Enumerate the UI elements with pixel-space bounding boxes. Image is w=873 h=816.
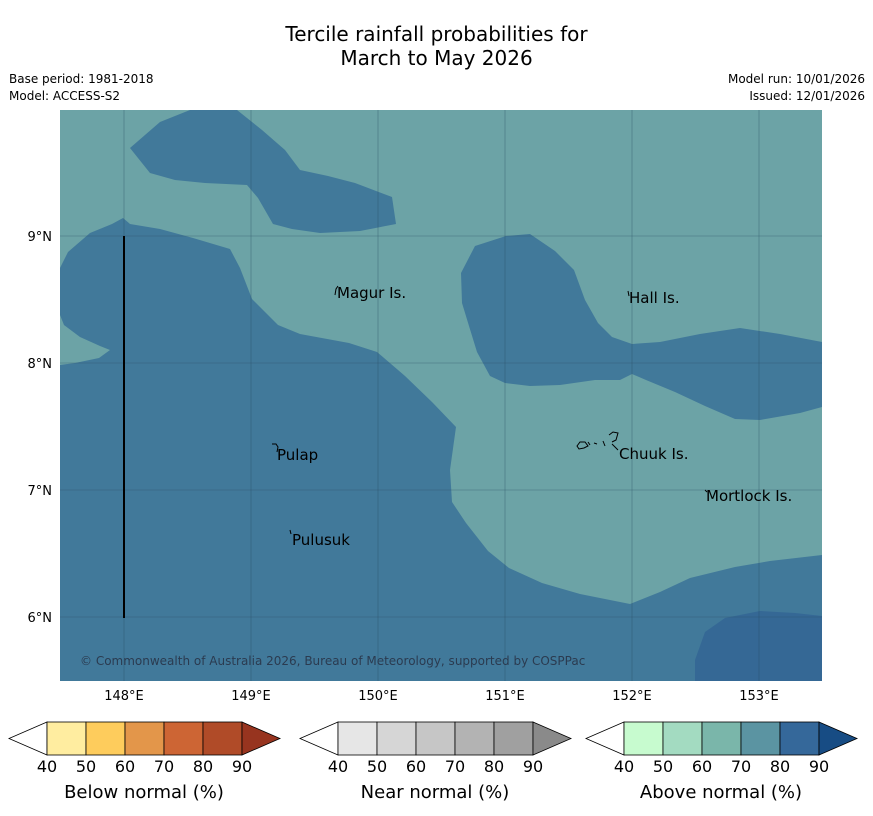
colorbar-tick: 60 [115,757,135,776]
colorbar-cell [662,721,703,756]
colorbar-cell [85,721,126,756]
colorbar-tick: 70 [445,757,465,776]
colorbar-max-arrow [818,721,859,756]
mortlock-island-shape [704,489,708,493]
colorbar-cell [124,721,165,756]
colorbar-tick: 80 [770,757,790,776]
colorbar-cell [740,721,781,756]
meta-right: Model run: 10/01/2026 Issued: 12/01/2026 [728,71,865,105]
lat-label: 6°N [28,611,53,626]
label-mortlock: Mortlock Is. [706,487,792,505]
base-period-text: Base period: 1981-2018 [9,72,154,86]
title-line-2: March to May 2026 [340,46,533,70]
colorbar-cell [454,721,495,756]
model-text: Model: ACCESS-S2 [9,89,121,103]
lat-label: 8°N [28,357,53,372]
colorbar-below-normal: 40 50 60 70 80 90 Below normal (%) [7,721,282,803]
title-line-1: Tercile rainfall probabilities for [285,22,588,46]
colorbar-cell [779,721,820,756]
colorbar-cell [376,721,417,756]
colorbar-tick: 70 [731,757,751,776]
colorbar-ticks: 40 50 60 70 80 90 [614,757,829,776]
colorbar-title: Near normal (%) [361,782,510,803]
pulusuk-island-shape [289,529,292,535]
colorbar-min-arrow [584,721,625,756]
colorbar-min-arrow [7,721,48,756]
lon-label: 149°E [231,689,271,704]
colorbar-cell [623,721,664,756]
colorbar-above-normal: 40 50 60 70 80 90 Above normal (%) [584,721,859,803]
graticule [60,110,822,681]
colorbar-cell [202,721,243,756]
lon-axis: 148°E 149°E 150°E 151°E 152°E 153°E [104,689,779,704]
colorbar-cells [298,721,573,756]
colorbar-tick: 90 [523,757,543,776]
label-hall: Hall Is. [629,289,680,307]
lon-label: 148°E [104,689,144,704]
label-pulap: Pulap [277,446,318,464]
colorbar-tick: 70 [154,757,174,776]
colorbar-title: Above normal (%) [640,782,802,803]
map-title: Tercile rainfall probabilities for March… [0,22,873,70]
colorbar-tick: 90 [809,757,829,776]
colorbar-cells [584,721,859,756]
lat-label: 7°N [28,484,53,499]
above-normal-70-zone-west [60,218,822,681]
magur-island-shape [334,285,339,296]
lat-label: 9°N [28,230,53,245]
colorbar-cells [7,721,282,756]
hall-island-shape [627,290,630,297]
colorbar-ticks: 40 50 60 70 80 90 [328,757,543,776]
colorbar-ticks: 40 50 60 70 80 90 [37,757,252,776]
lon-label: 151°E [485,689,525,704]
map-plot-area: Magur Is. Hall Is. Pulap Chuuk Is. Mortl… [60,110,822,681]
lon-label: 150°E [358,689,398,704]
lon-label: 153°E [739,689,779,704]
colorbar-tick: 50 [76,757,96,776]
colorbar-tick: 60 [406,757,426,776]
colorbar-max-arrow [532,721,573,756]
colorbar-min-arrow [298,721,339,756]
colorbar-cell [337,721,378,756]
above-normal-80-zone [695,611,822,681]
issued-text: Issued: 12/01/2026 [749,89,865,103]
colorbar-cell [46,721,87,756]
colorbar-tick: 80 [484,757,504,776]
colorbar-cell [163,721,204,756]
lon-label: 152°E [612,689,652,704]
colorbar-tick: 90 [232,757,252,776]
colorbar-tick: 40 [614,757,634,776]
label-magur: Magur Is. [337,284,406,302]
colorbar-cell [493,721,534,756]
label-chuuk: Chuuk Is. [619,445,688,463]
colorbar-title: Below normal (%) [64,782,224,803]
above-normal-70-zone-east [461,234,822,420]
copyright-text: © Commonwealth of Australia 2026, Bureau… [80,654,585,668]
colorbar-tick: 80 [193,757,213,776]
colorbar-tick: 50 [367,757,387,776]
model-run-text: Model run: 10/01/2026 [727,72,865,86]
colorbar-cell [415,721,456,756]
colorbar-tick: 40 [37,757,57,776]
colorbar-near-normal: 40 50 60 70 80 90 Near normal (%) [298,721,573,803]
colorbar-tick: 50 [653,757,673,776]
colorbar-tick: 40 [328,757,348,776]
colorbar-cell [701,721,742,756]
pulap-island-shape [272,443,279,453]
lat-axis: 9°N 8°N 7°N 6°N [28,230,53,626]
chuuk-island-shapes [576,431,619,451]
label-pulusuk: Pulusuk [292,531,350,549]
colorbar-tick: 60 [692,757,712,776]
meta-left: Base period: 1981-2018 Model: ACCESS-S2 [9,71,154,105]
above-normal-70-zone-north [130,110,396,233]
island-outlines [272,285,708,535]
colorbar-legends: 40 50 60 70 80 90 Below normal (%) 40 50… [7,721,859,803]
colorbar-max-arrow [241,721,282,756]
